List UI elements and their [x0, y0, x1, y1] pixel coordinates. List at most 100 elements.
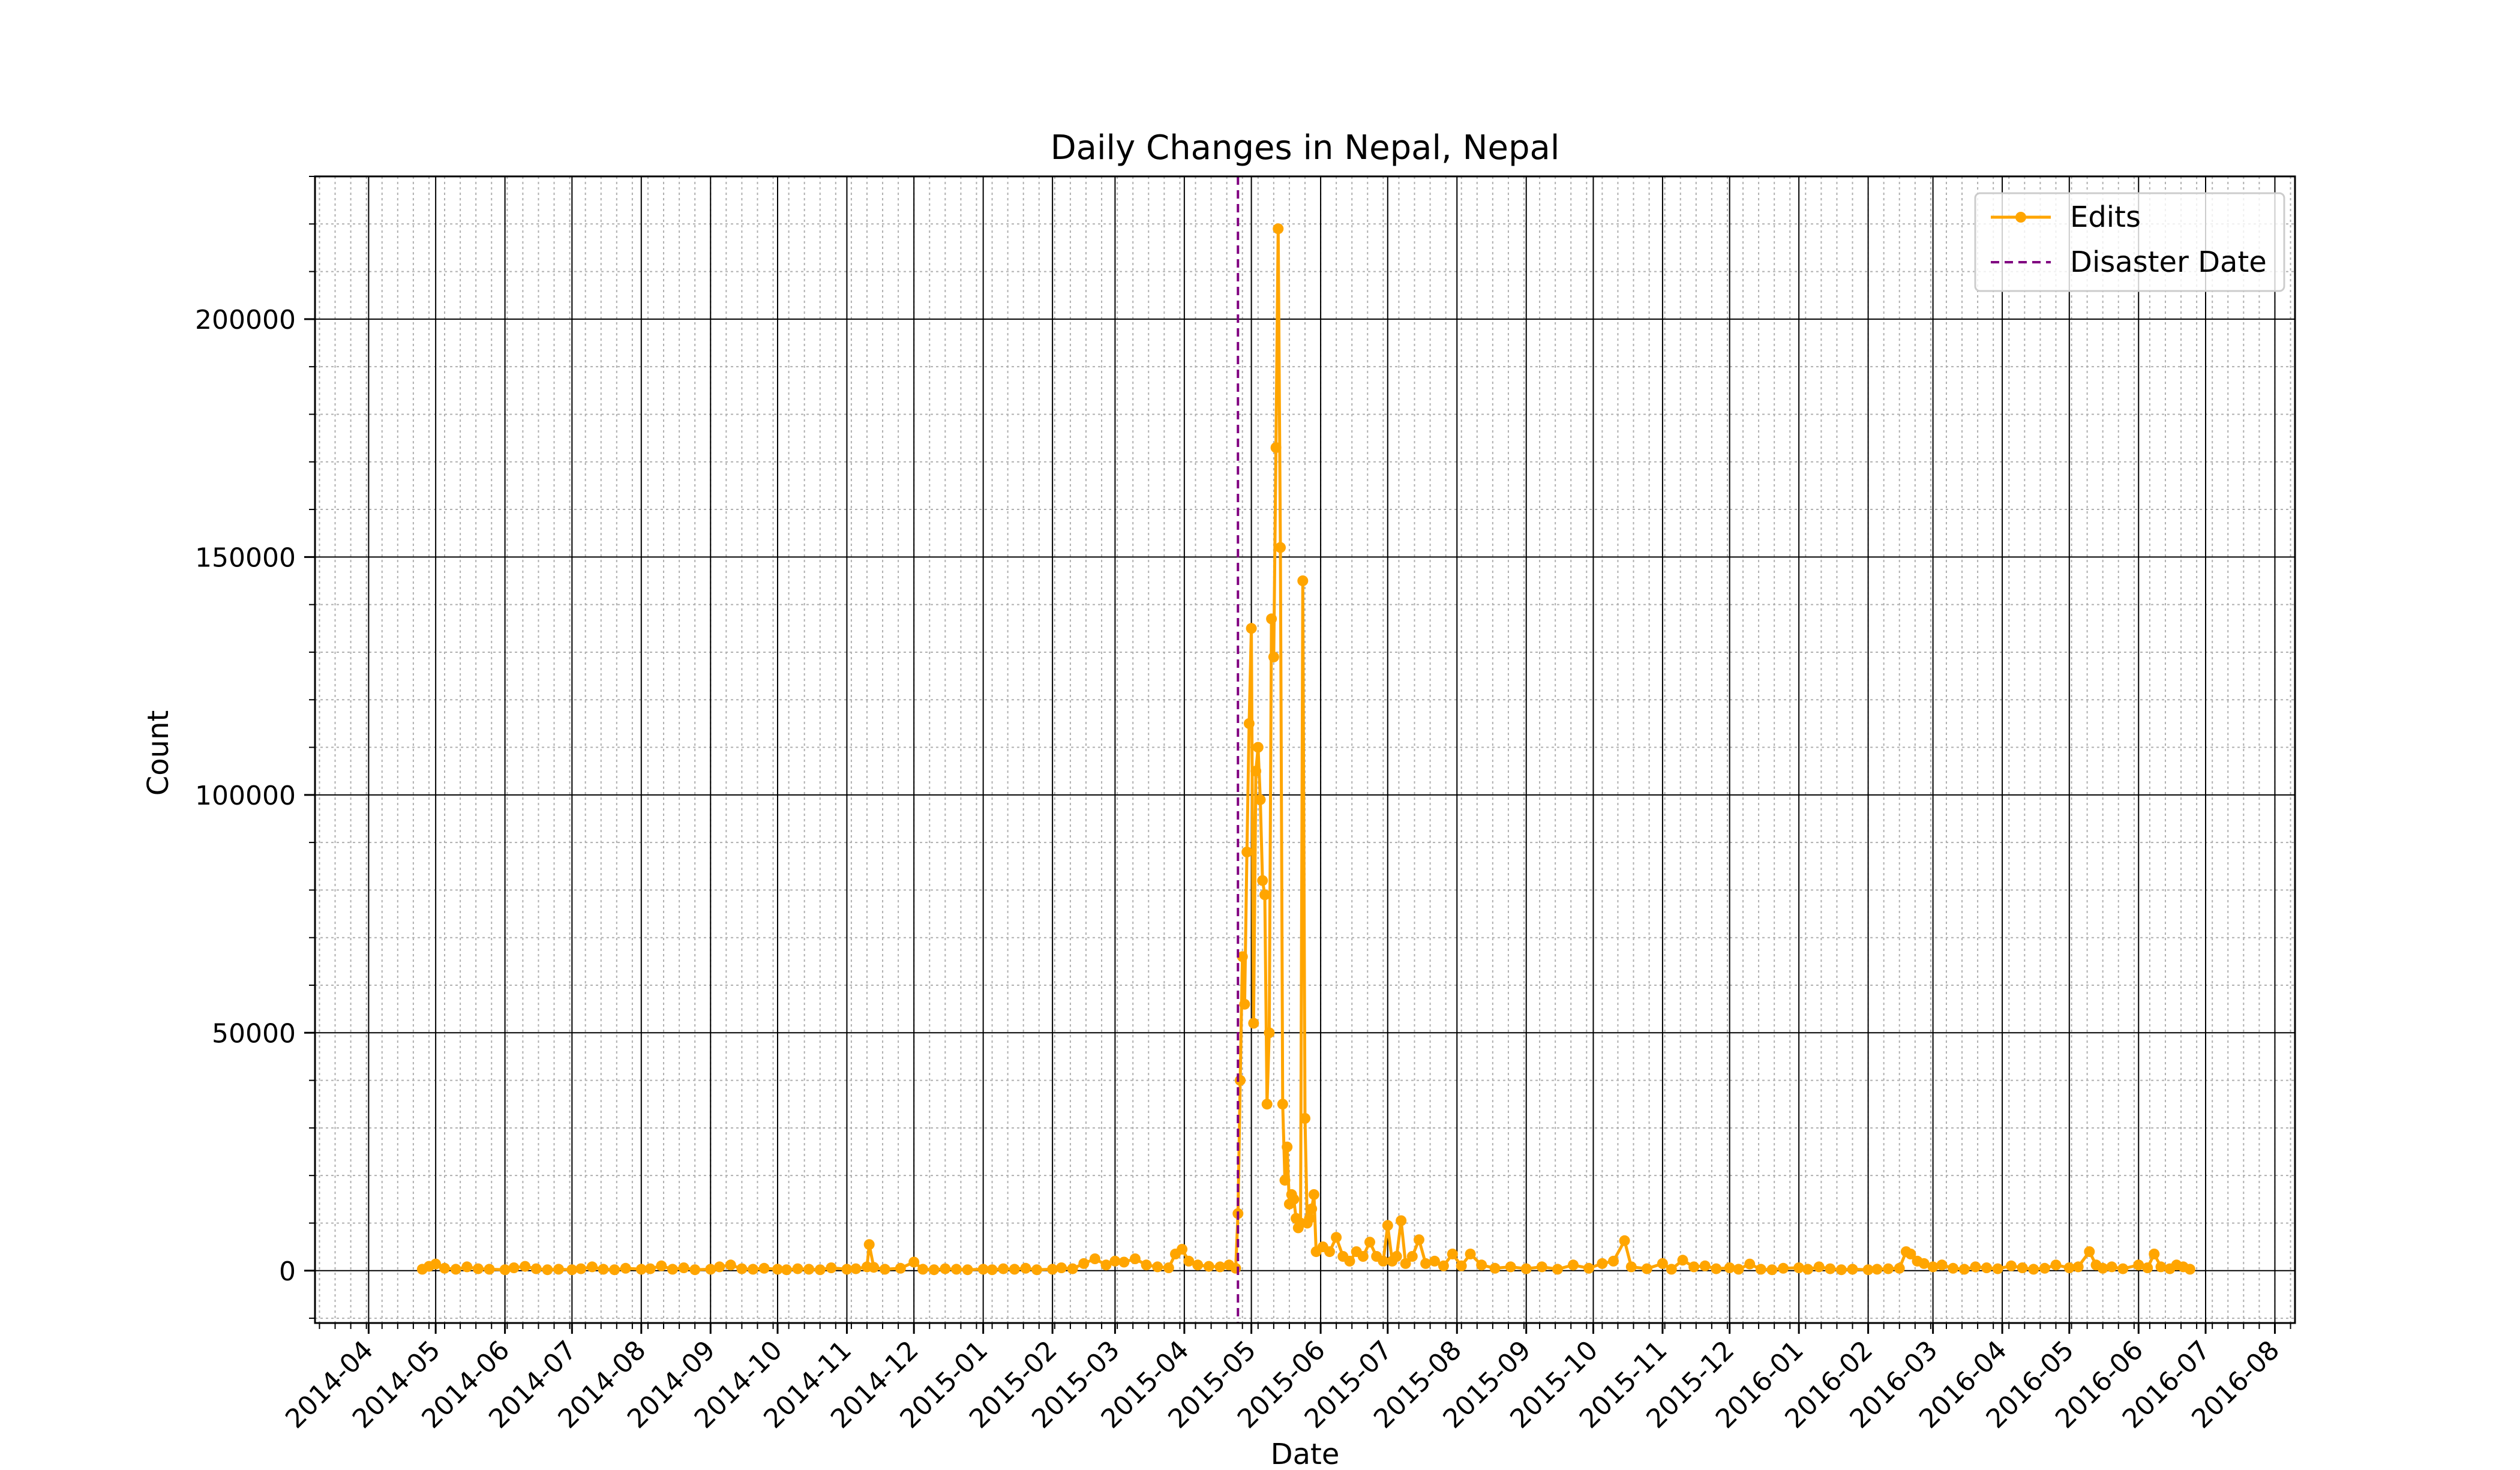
edits-point	[998, 1263, 1009, 1274]
edits-point	[1183, 1255, 1195, 1267]
edits-point	[430, 1258, 442, 1270]
edits-point	[1429, 1255, 1440, 1267]
edits-point	[542, 1264, 553, 1276]
edits-point	[1141, 1259, 1152, 1271]
edits-point	[1400, 1258, 1411, 1269]
edits-point	[1273, 223, 1284, 235]
edits-point	[2006, 1260, 2017, 1271]
edits-point	[1608, 1255, 1619, 1267]
edits-point	[1275, 542, 1286, 553]
edits-point	[1009, 1264, 1020, 1275]
edits-point	[1597, 1258, 1608, 1269]
edits-point	[2072, 1261, 2084, 1273]
edits-point	[2133, 1259, 2144, 1271]
edits-point	[2184, 1264, 2195, 1275]
edits-point	[1793, 1262, 1805, 1273]
edits-point	[917, 1264, 929, 1275]
edits-point	[635, 1264, 647, 1275]
edits-point	[863, 1239, 875, 1250]
edits-point	[1297, 575, 1309, 586]
edits-point	[1688, 1261, 1700, 1273]
edits-point	[1257, 875, 1268, 886]
edits-point	[2039, 1262, 2050, 1274]
edits-point	[499, 1264, 511, 1276]
edits-point	[586, 1261, 598, 1273]
edits-point	[1641, 1263, 1652, 1274]
edits-point	[2097, 1262, 2108, 1274]
edits-point	[1031, 1264, 1042, 1276]
y-tick-label: 50000	[212, 1018, 296, 1049]
edits-point	[1883, 1263, 1894, 1274]
edits-point	[736, 1263, 748, 1274]
y-tick-label: 150000	[195, 542, 296, 573]
edits-point	[1266, 613, 1277, 625]
edits-point	[1520, 1263, 1532, 1274]
edits-point	[1255, 794, 1266, 805]
edits-point	[656, 1260, 667, 1271]
edits-point	[1744, 1258, 1756, 1270]
edits-point	[1802, 1264, 1813, 1275]
edits-point	[508, 1262, 520, 1273]
edits-point	[772, 1264, 783, 1275]
edits-point	[1047, 1264, 1058, 1275]
edits-point	[1552, 1264, 1563, 1275]
edits-point	[1505, 1261, 1516, 1273]
edits-point	[1948, 1262, 1959, 1274]
edits-point	[1391, 1251, 1402, 1262]
edits-point	[1230, 1262, 1241, 1274]
edits-point	[620, 1262, 631, 1274]
edits-point	[1109, 1255, 1121, 1267]
edits-point	[1619, 1235, 1630, 1246]
edits-point	[450, 1264, 461, 1275]
edits-point	[1020, 1262, 1031, 1274]
edits-point	[1282, 1141, 1293, 1153]
edits-point	[1970, 1261, 1981, 1273]
edits-point	[1583, 1262, 1594, 1274]
edits-point	[1406, 1251, 1418, 1262]
edits-point	[1288, 1193, 1300, 1205]
edits-point	[1733, 1264, 1744, 1275]
edits-point	[1414, 1234, 1424, 1246]
edits-point	[781, 1264, 792, 1276]
edits-point	[1625, 1261, 1637, 1273]
edits-point	[1677, 1255, 1688, 1266]
edits-point	[1248, 1018, 1259, 1029]
edits-point	[598, 1264, 609, 1275]
edits-point	[2050, 1259, 2062, 1271]
y-tick-label: 100000	[195, 781, 296, 811]
edits-point	[667, 1264, 678, 1275]
edits-point	[689, 1264, 701, 1276]
edits-point	[758, 1262, 770, 1274]
edits-point	[1241, 847, 1253, 857]
edits-point	[2106, 1261, 2117, 1273]
edits-point	[986, 1264, 998, 1276]
edits-point	[1214, 1261, 1226, 1273]
edits-point	[472, 1263, 484, 1274]
edits-point	[1918, 1258, 1930, 1269]
legend-box	[1974, 192, 2285, 292]
edits-point	[951, 1264, 962, 1275]
edits-point	[1308, 1189, 1319, 1200]
edits-point	[1192, 1259, 1204, 1271]
edits-point	[575, 1263, 587, 1274]
edits-point	[1268, 651, 1279, 662]
edits-point	[520, 1261, 531, 1272]
edits-point	[1847, 1264, 1858, 1275]
edits-point	[803, 1264, 815, 1275]
edits-point	[1118, 1256, 1130, 1268]
edits-point	[841, 1264, 853, 1275]
edits-point	[1438, 1260, 1449, 1271]
edits-point	[1778, 1262, 1789, 1274]
edits-point	[1894, 1262, 1905, 1274]
edits-point	[705, 1264, 716, 1275]
edits-point	[1396, 1215, 1407, 1226]
edits-point	[1755, 1264, 1766, 1275]
edits-point	[826, 1262, 837, 1273]
edits-point	[644, 1263, 656, 1274]
edits-point	[1766, 1264, 1778, 1276]
edits-point	[1364, 1237, 1375, 1248]
edits-point	[1724, 1262, 1735, 1273]
edits-point	[1277, 1099, 1288, 1110]
edits-point	[1306, 1203, 1318, 1214]
edits-point	[714, 1261, 725, 1273]
